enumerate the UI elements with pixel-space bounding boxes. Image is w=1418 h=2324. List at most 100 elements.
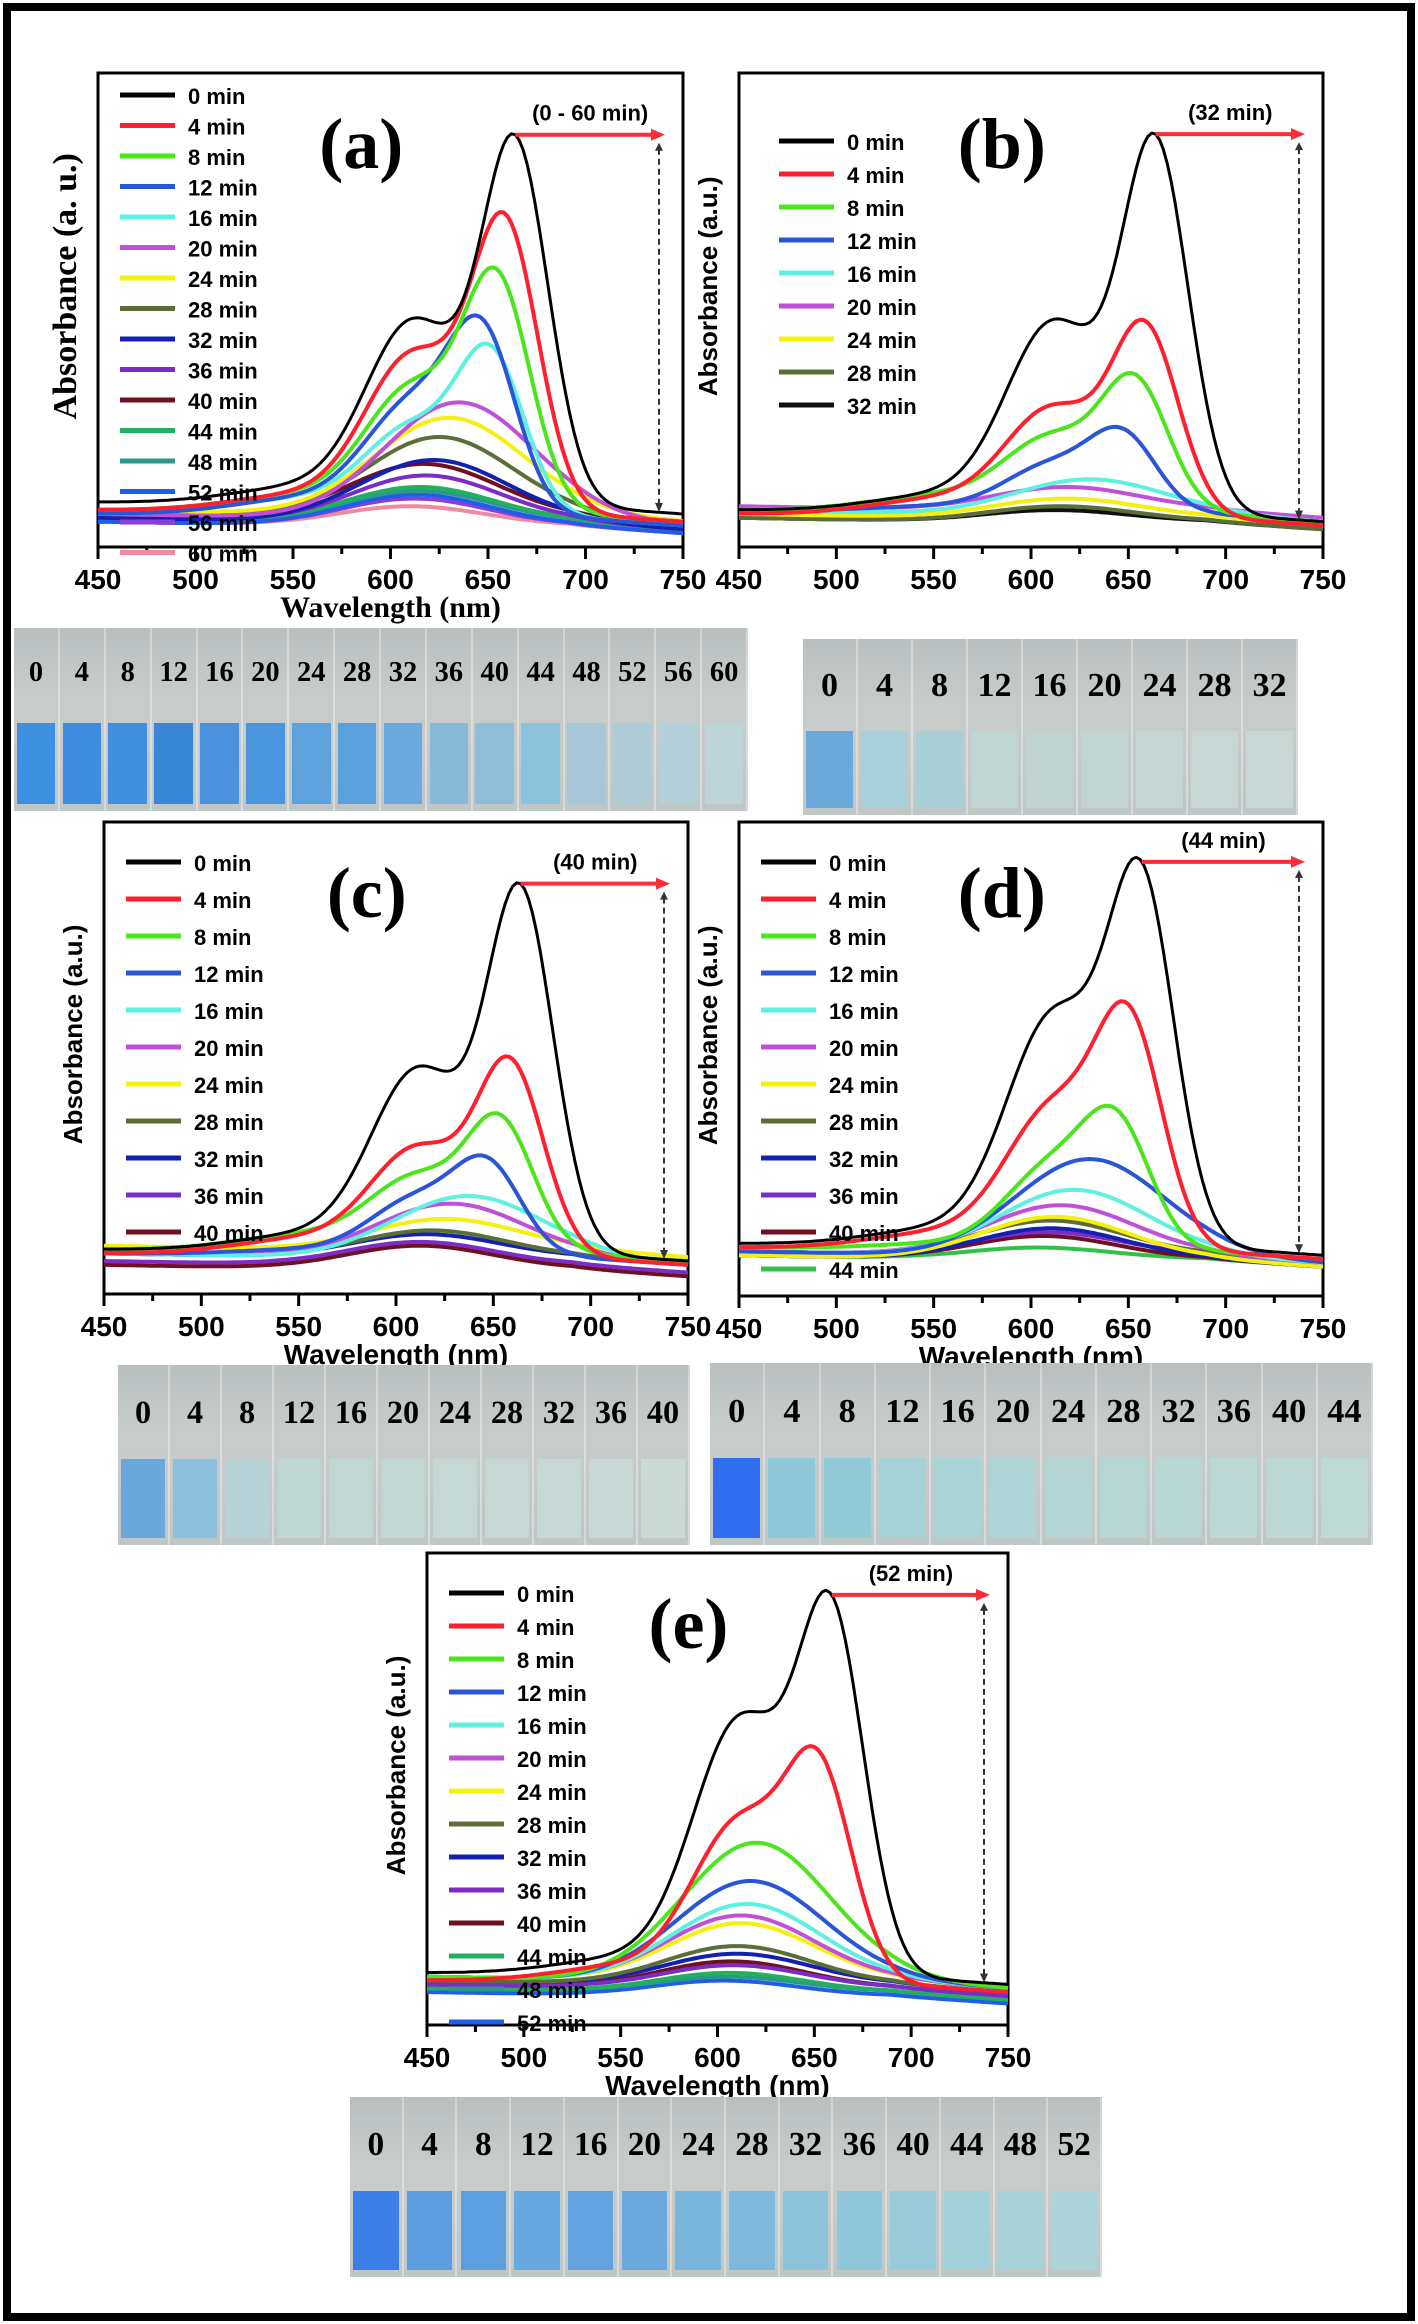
cuvette-time-label: 24 bbox=[1142, 667, 1177, 705]
cuvette: 12 bbox=[152, 628, 198, 811]
cuvette-solution bbox=[675, 2190, 721, 2270]
cuvette-time-label: 8 bbox=[930, 667, 949, 705]
legend-label: 32 min bbox=[829, 1147, 899, 1172]
cuvette: 44 bbox=[941, 2097, 995, 2277]
cuvette-solution bbox=[1026, 730, 1073, 808]
cuvette: 4 bbox=[765, 1363, 821, 1545]
chart-panel-e: 450 500 550 600 650 700 750 Wavelength (nm) Abso… bbox=[327, 1543, 1048, 2135]
legend-label: 40 min bbox=[829, 1221, 899, 1246]
legend-label: 24 min bbox=[829, 1073, 899, 1098]
cuvette-solution bbox=[989, 1457, 1037, 1538]
legend-label: 8 min bbox=[829, 925, 886, 950]
cuvette: 0 bbox=[118, 1365, 170, 1545]
legend-label: 32 min bbox=[188, 328, 258, 353]
legend-label: 28 min bbox=[188, 298, 258, 323]
cuvette: 44 bbox=[519, 628, 565, 811]
legend-label: 24 min bbox=[847, 328, 917, 353]
cuvette: 12 bbox=[876, 1363, 931, 1545]
x-tick-label: 450 bbox=[81, 1311, 128, 1342]
chart-svg: 450 500 550 600 650 700 750 Wavelength (nm) Abso… bbox=[47, 71, 706, 624]
cuvette-solution bbox=[225, 1458, 269, 1538]
series-line-4-min bbox=[98, 210, 684, 524]
cuvette-time-label: 24 bbox=[681, 2125, 715, 2163]
x-tick-label: 600 bbox=[694, 2042, 741, 2073]
cuvette-time-label: 16 bbox=[574, 2125, 608, 2163]
cuvette: 0 bbox=[350, 2097, 404, 2277]
panel-label: (d) bbox=[958, 853, 1046, 933]
x-tick-label: 700 bbox=[567, 1311, 614, 1342]
x-tick-label: 650 bbox=[1105, 1313, 1152, 1344]
legend-label: 8 min bbox=[847, 196, 904, 221]
series-line-24-min bbox=[738, 496, 1324, 528]
legend-label: 20 min bbox=[517, 1747, 587, 1772]
cuvette-solution bbox=[200, 723, 239, 804]
legend-label: 0 min bbox=[847, 130, 904, 155]
cuvette-solution bbox=[329, 1458, 373, 1538]
cuvette-solution bbox=[1081, 730, 1128, 808]
legend-label: 32 min bbox=[194, 1147, 264, 1172]
cuvette-solution bbox=[1191, 730, 1238, 808]
cuvette: 36 bbox=[1207, 1363, 1263, 1545]
time-arrow-head bbox=[1291, 855, 1305, 868]
cuvette-time-label: 4 bbox=[421, 2125, 438, 2163]
legend-label: 12 min bbox=[829, 962, 899, 987]
x-tick-label: 750 bbox=[1300, 1313, 1347, 1344]
x-tick-label: 600 bbox=[1008, 1313, 1055, 1344]
legend-label: 44 min bbox=[188, 420, 258, 445]
time-arrow-head bbox=[656, 877, 670, 890]
cuvette-time-label: 12 bbox=[520, 2125, 554, 2163]
cuvette-solution bbox=[485, 1458, 529, 1538]
legend-label: 20 min bbox=[829, 1036, 899, 1061]
cuvette-time-label: 0 bbox=[820, 667, 839, 705]
cuvette: 40 bbox=[638, 1365, 690, 1545]
cuvette-time-label: 0 bbox=[134, 1393, 152, 1430]
cuvette-solution bbox=[173, 1458, 217, 1538]
x-tick-label: 700 bbox=[1202, 564, 1249, 595]
cuvette: 20 bbox=[1078, 639, 1133, 815]
cuvette-solution bbox=[878, 1457, 926, 1538]
series-line-28-min bbox=[426, 1944, 1009, 1994]
cuvette-time-label: 0 bbox=[28, 657, 44, 689]
x-tick-label: 650 bbox=[465, 564, 512, 595]
x-tick-label: 450 bbox=[75, 564, 122, 595]
cuvette: 20 bbox=[243, 628, 290, 811]
cuvette-time-label: 4 bbox=[186, 1393, 204, 1430]
cuvette-solution bbox=[641, 1458, 685, 1538]
time-arrow-head bbox=[1291, 128, 1305, 141]
chart-panel-c: 450 500 550 600 650 700 750 Wavelength (nm) Abso… bbox=[4, 812, 728, 1404]
cuvette-solution bbox=[1155, 1457, 1203, 1538]
series-line-4-min bbox=[427, 1744, 1009, 1994]
cuvette-solution bbox=[613, 723, 652, 804]
cuvette-time-label: 20 bbox=[995, 1392, 1030, 1431]
cuvette-time-label: 24 bbox=[438, 1393, 472, 1430]
cuvette-photo-b: 0 4 8 12 16 20 24 28 32 bbox=[803, 639, 1298, 815]
time-arrow-head bbox=[976, 1588, 990, 1601]
decrease-arrow-tail bbox=[1295, 142, 1303, 151]
cuvette: 8 bbox=[457, 2097, 512, 2277]
series-line-8-min bbox=[98, 265, 684, 524]
legend-label: 28 min bbox=[194, 1110, 264, 1135]
x-tick-label: 750 bbox=[985, 2042, 1032, 2073]
cuvette-solution bbox=[277, 1458, 321, 1538]
decrease-arrow-head bbox=[980, 1973, 988, 1983]
series-line-24-min bbox=[738, 1214, 1324, 1269]
cuvette-solution bbox=[246, 723, 285, 804]
series-line-4-min bbox=[739, 999, 1324, 1262]
cuvette: 60 bbox=[702, 628, 748, 811]
cuvette-solution bbox=[475, 723, 514, 804]
cuvette-time-label: 12 bbox=[282, 1393, 316, 1430]
panel-label: (b) bbox=[958, 104, 1046, 184]
legend-label: 56 min bbox=[188, 511, 258, 536]
cuvette: 12 bbox=[274, 1365, 326, 1545]
cuvette: 48 bbox=[995, 2097, 1049, 2277]
cuvette: 24 bbox=[289, 628, 336, 811]
x-tick-label: 700 bbox=[1202, 1313, 1249, 1344]
cuvette-time-label: 4 bbox=[74, 657, 89, 689]
x-tick-label: 500 bbox=[813, 1313, 860, 1344]
cuvette-time-label: 28 bbox=[735, 2125, 769, 2163]
cuvette-time-label: 36 bbox=[842, 2125, 876, 2163]
cuvette-time-label: 56 bbox=[663, 657, 693, 689]
cuvette: 20 bbox=[619, 2097, 673, 2277]
cuvette-solution bbox=[1099, 1457, 1147, 1538]
series-line-8-min bbox=[738, 1103, 1324, 1262]
